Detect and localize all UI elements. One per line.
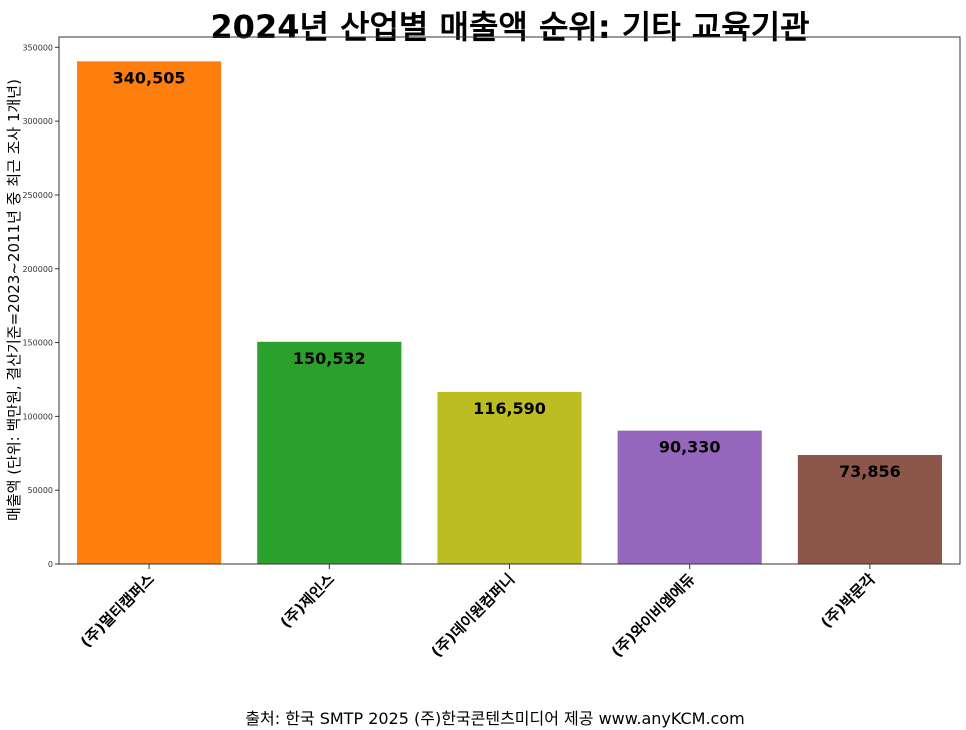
y-tick-label-2: 100000: [22, 412, 53, 421]
data-label-4: 90,330: [659, 438, 721, 457]
bar-2: [257, 341, 402, 564]
data-label-5: 73,856: [839, 462, 901, 481]
x-axis: (주)멀티캠퍼스 (주)제인스 (주)데이원컴퍼니 (주)와이비엠에듀 (주)박문각: [77, 564, 879, 661]
y-tick-label-6: 300000: [22, 117, 53, 126]
x-tick-label-4: (주)와이비엠에듀: [608, 570, 699, 661]
y-tick-label-3: 150000: [22, 339, 53, 348]
y-tick-label-5: 250000: [22, 191, 53, 200]
bar-3: [437, 391, 582, 564]
data-label-2: 150,532: [293, 349, 366, 368]
bars-layer: [77, 61, 942, 564]
x-tick-label-2: (주)제인스: [277, 570, 339, 632]
bar-1: [77, 61, 222, 564]
chart-title: 2024년 산업별 매출액 순위: 기타 교육기관: [210, 8, 810, 46]
x-tick-label-5: (주)박문각: [817, 570, 879, 632]
data-label-3: 116,590: [473, 399, 546, 418]
y-tick-label-4: 200000: [22, 265, 53, 274]
y-axis: 0 50000 100000 150000 200000 250000 300000 3500…: [22, 43, 59, 569]
y-tick-label-1: 50000: [28, 486, 53, 495]
data-label-1: 340,505: [113, 68, 186, 87]
bar-4: [617, 430, 762, 564]
source-footer: 출처: 한국 SMTP 2025 (주)한국콘텐츠미디어 제공 www.anyK…: [245, 709, 745, 728]
x-tick-label-1: (주)멀티캠퍼스: [77, 570, 158, 651]
x-tick-label-3: (주)데이원컴퍼니: [428, 570, 519, 661]
y-axis-label: 매출액 (단위: 백만원, 결산기준=2023~2011년 중 최근 조사 1개…: [5, 79, 23, 521]
y-tick-label-0: 0: [48, 560, 53, 569]
bar-5: [797, 454, 942, 564]
data-labels-layer: 340,505 150,532 116,590 90,330 73,856: [113, 68, 901, 481]
y-tick-label-7: 350000: [22, 43, 53, 52]
